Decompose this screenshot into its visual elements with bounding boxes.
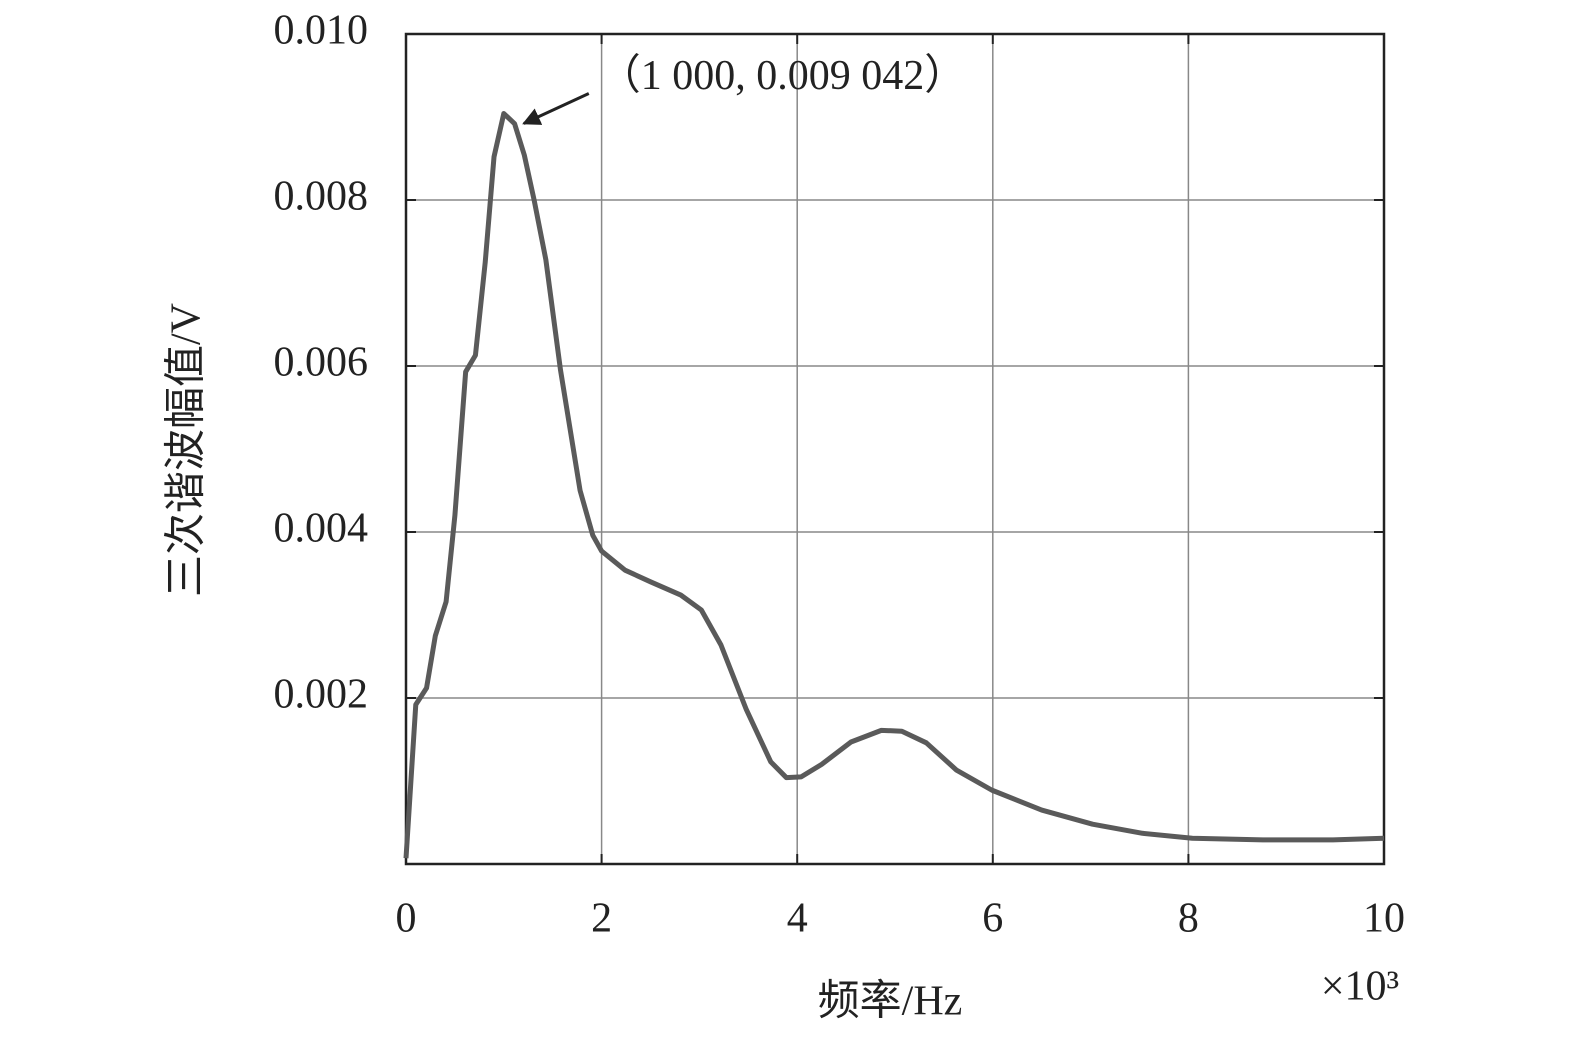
y-axis-label: 三次谐波幅值/V [164,303,210,597]
y-tick-label: 0.002 [274,672,369,718]
y-tick-label: 0.004 [274,506,369,552]
x-tick-label: 6 [982,896,1003,942]
y-tick-label: 0.006 [274,340,369,386]
x-tick-label: 0 [396,896,417,942]
data-line [403,111,1385,859]
x-tick-label: 10 [1363,896,1405,942]
x-tick-label: 8 [1178,896,1199,942]
y-tick-label: 0.010 [274,8,369,54]
annotation-arrow [522,92,590,125]
annotation: （1 000, 0.009 042） [599,53,967,99]
x-multiplier: ×10³ [1321,964,1399,1010]
x-tick-label: 4 [787,896,808,942]
plot-frame [404,32,1386,866]
x-tick-label: 2 [591,896,612,942]
x-axis-label: 频率/Hz [818,978,963,1025]
y-tick-label: 0.008 [274,174,369,220]
